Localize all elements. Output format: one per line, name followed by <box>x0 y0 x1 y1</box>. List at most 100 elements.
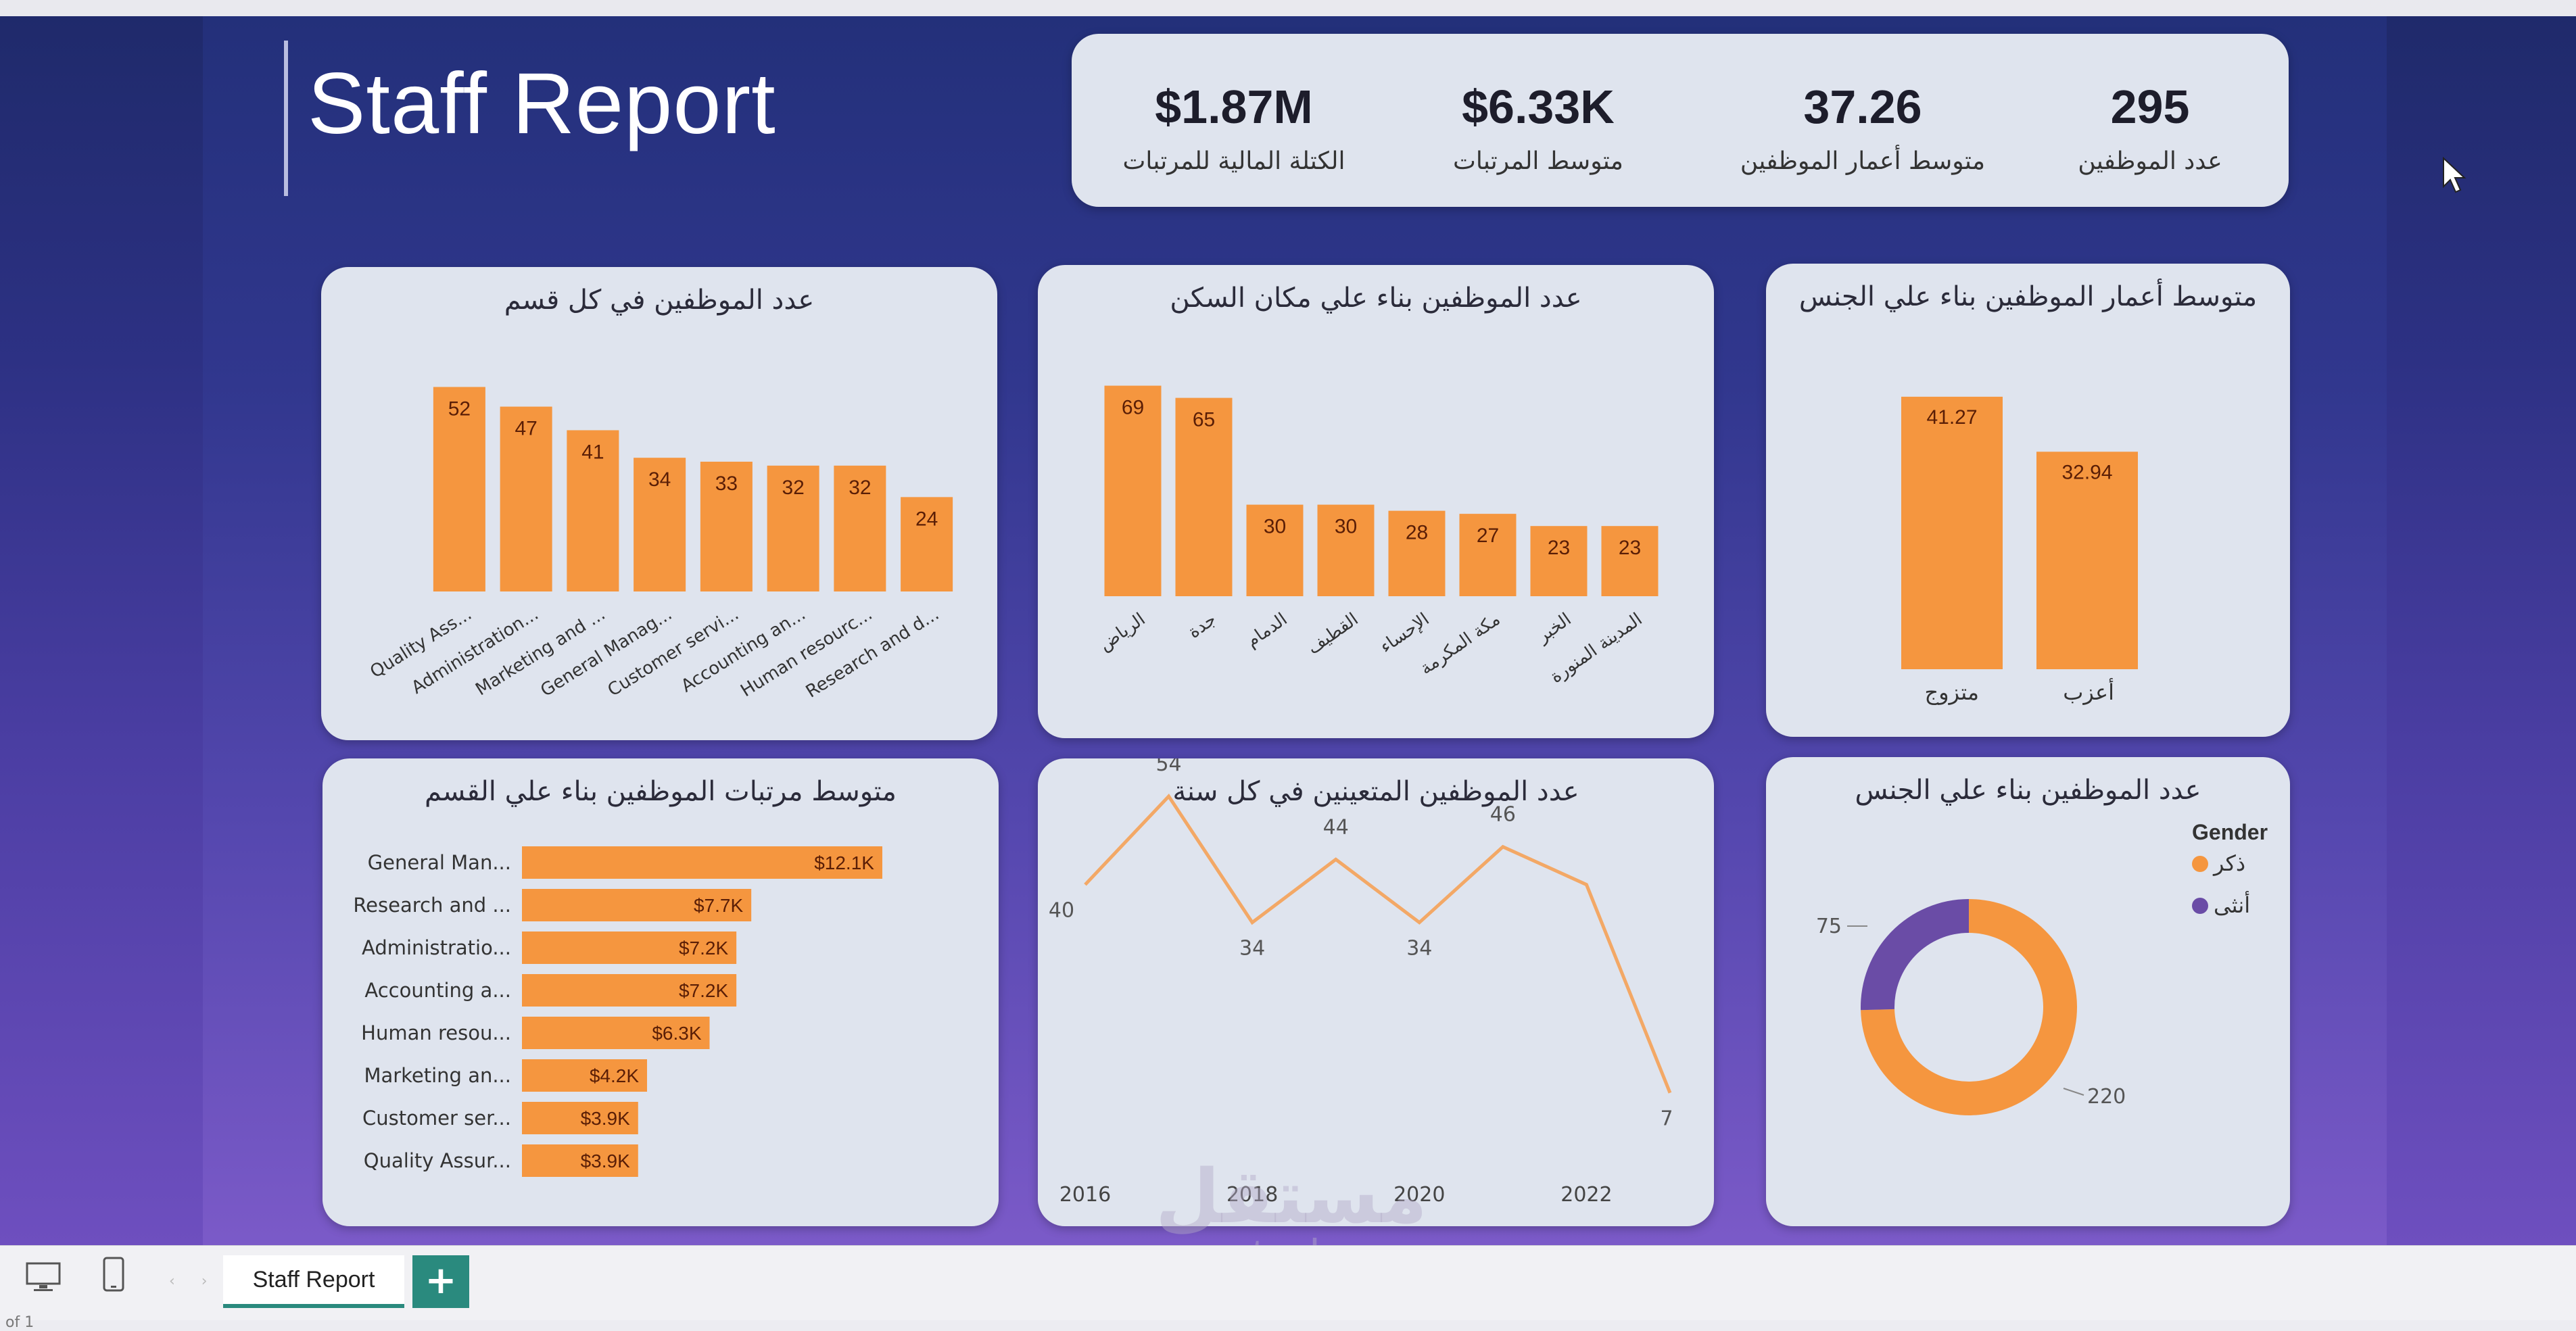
bar <box>700 462 753 591</box>
chart-card-residence-count[interactable]: عدد الموظفين بناء علي مكان السكن 69 الريا… <box>1038 265 1714 738</box>
chart-title: عدد الموظفين بناء علي الجنس <box>1855 775 2201 806</box>
y-tick-label: Marketing an... <box>364 1064 511 1087</box>
bar <box>1901 396 2003 669</box>
chart-card-gender-count[interactable]: عدد الموظفين بناء علي الجنس 220 75 Gender ذ… <box>1766 757 2290 1226</box>
kpi-label: عدد الموظفين <box>2078 147 2222 175</box>
x-tick-label: مكة المكرمة <box>1416 609 1504 679</box>
bar-data-label: 23 <box>1619 537 1641 559</box>
chart-title: متوسط أعمار الموظفين بناء علي الجنس <box>1798 281 2258 312</box>
bar <box>522 1144 638 1177</box>
chart-card-salary-by-dept[interactable]: متوسط مرتبات الموظفين بناء علي القسم $12… <box>323 758 999 1226</box>
chart-title: متوسط مرتبات الموظفين بناء علي القسم <box>425 776 897 807</box>
x-tick-label: الدمام <box>1243 609 1291 652</box>
kpi-average-age[interactable]: 37.26 متوسط أعمار الموظفين <box>1711 34 2015 175</box>
donut-slice <box>1861 899 2077 1115</box>
legend-label: ذكر <box>2212 850 2245 876</box>
bar <box>500 406 552 591</box>
kpi-label: الكتلة المالية للمرتبات <box>1122 147 1345 175</box>
bar <box>522 1059 647 1092</box>
bar <box>1104 385 1162 596</box>
age-bar-chart: 41.27 متزوج 32.94 أعزب <box>1901 396 2138 705</box>
mouse-cursor-icon <box>2442 156 2469 197</box>
x-tick-label: متزوج <box>1924 679 1979 705</box>
bar <box>522 931 737 964</box>
bar-data-label: 41.27 <box>1926 406 1977 429</box>
page-nav-arrows[interactable]: ‹ › <box>169 1273 218 1290</box>
chart-card-dept-count[interactable]: عدد الموظفين في كل قسم 52 Quality Ass... 4… <box>321 267 997 740</box>
point-data-label: 46 <box>1490 803 1516 827</box>
kpi-average-salary[interactable]: $6.33K متوسط المرتبات <box>1403 34 1673 175</box>
slice-data-label: 75 <box>1816 915 1842 938</box>
bar <box>1317 504 1375 596</box>
page-indicator: of 1 <box>5 1314 34 1331</box>
bar <box>522 889 752 921</box>
bar-data-label: 41 <box>581 441 604 463</box>
bar-data-label: $6.3K <box>652 1023 701 1044</box>
point-data-label: 40 <box>1049 899 1074 923</box>
bar-data-label: 24 <box>915 508 938 530</box>
leader-line <box>2063 1088 2084 1096</box>
chart-card-age-by-status[interactable]: متوسط أعمار الموظفين بناء علي الجنس 41.2… <box>1766 264 2290 737</box>
donut-slice <box>1861 899 1969 1011</box>
bar-data-label: 30 <box>1335 516 1357 538</box>
x-tick-label: القطيف <box>1304 609 1362 658</box>
bar-data-label: 33 <box>715 473 738 495</box>
bar <box>522 974 737 1007</box>
bar <box>2036 452 2138 669</box>
bar <box>522 1102 638 1134</box>
kpi-value: 37.26 <box>1803 80 1922 133</box>
x-tick-label: 2020 <box>1393 1183 1445 1207</box>
bar-data-label: 32 <box>782 477 804 499</box>
legend-swatch <box>2192 856 2208 872</box>
bar-data-label: 30 <box>1264 516 1286 538</box>
series-line <box>1084 793 1672 1094</box>
chart-title: عدد الموظفين بناء علي مكان السكن <box>1170 283 1582 314</box>
chart-title: عدد الموظفين المتعينين في كل سنة <box>1172 776 1579 807</box>
chart-card-hires-by-year[interactable]: عدد الموظفين المتعينين في كل سنة 40 54 34 4… <box>1038 758 1714 1226</box>
x-tick-label: 2022 <box>1560 1183 1612 1207</box>
salary-horizontal-bar-chart: $12.1K General Man... $7.7K Research and ..… <box>353 846 882 1177</box>
x-tick-label: 2018 <box>1226 1183 1278 1207</box>
kpi-panel[interactable]: $1.87M الكتلة المالية للمرتبات $6.33K مت… <box>1072 34 2289 207</box>
point-data-label: 34 <box>1406 937 1432 961</box>
bar-data-label: 47 <box>515 418 537 440</box>
bar <box>1530 526 1588 596</box>
tab-staff-report[interactable]: Staff Report <box>223 1255 404 1308</box>
bar <box>567 430 619 591</box>
y-tick-label: Research and ... <box>353 894 511 917</box>
kpi-total-payroll[interactable]: $1.87M الكتلة المالية للمرتبات <box>1099 34 1369 175</box>
point-data-label: 7 <box>1660 1107 1673 1131</box>
page-tab-bar: ‹ › Staff Report + <box>0 1245 2576 1320</box>
bar-data-label: $7.2K <box>679 938 728 959</box>
y-tick-label: Quality Assur... <box>364 1149 511 1172</box>
bar-data-label: 52 <box>448 397 471 420</box>
x-tick-label: جدة <box>1185 609 1220 642</box>
kpi-value: $1.87M <box>1155 80 1313 133</box>
point-data-label: 44 <box>1323 815 1349 839</box>
mobile-view-icon[interactable] <box>101 1255 126 1296</box>
bar-data-label: $3.9K <box>581 1151 630 1171</box>
hires-line-chart: 40 54 34 44 34 46 7 2016 2018 2020 2022 <box>1049 758 1673 1207</box>
kpi-label: متوسط المرتبات <box>1453 147 1623 175</box>
bar <box>522 846 882 879</box>
bar-data-label: 32 <box>849 477 871 499</box>
y-tick-label: Human resou... <box>361 1021 511 1044</box>
y-tick-label: Accounting a... <box>364 979 511 1002</box>
bar-data-label: 34 <box>648 468 671 491</box>
bar-data-label: 32.94 <box>2061 461 2112 483</box>
kpi-employee-count[interactable]: 295 عدد الموظفين <box>2015 34 2285 175</box>
x-tick-label: الرياض <box>1095 609 1149 655</box>
desktop-view-icon[interactable] <box>24 1261 62 1296</box>
chart-title: عدد الموظفين في كل قسم <box>504 285 815 316</box>
add-page-button[interactable]: + <box>412 1255 469 1308</box>
x-tick-label: أعزب <box>2063 678 2114 705</box>
bar <box>634 458 686 591</box>
report-title: Staff Report <box>308 55 776 152</box>
legend-swatch <box>2192 898 2208 914</box>
x-tick-label: الإحساء <box>1377 609 1433 657</box>
point-data-label: 54 <box>1155 758 1181 776</box>
bar-data-label: 23 <box>1548 537 1570 559</box>
bar-data-label: 69 <box>1122 397 1144 419</box>
bar-data-label: 65 <box>1193 409 1215 431</box>
